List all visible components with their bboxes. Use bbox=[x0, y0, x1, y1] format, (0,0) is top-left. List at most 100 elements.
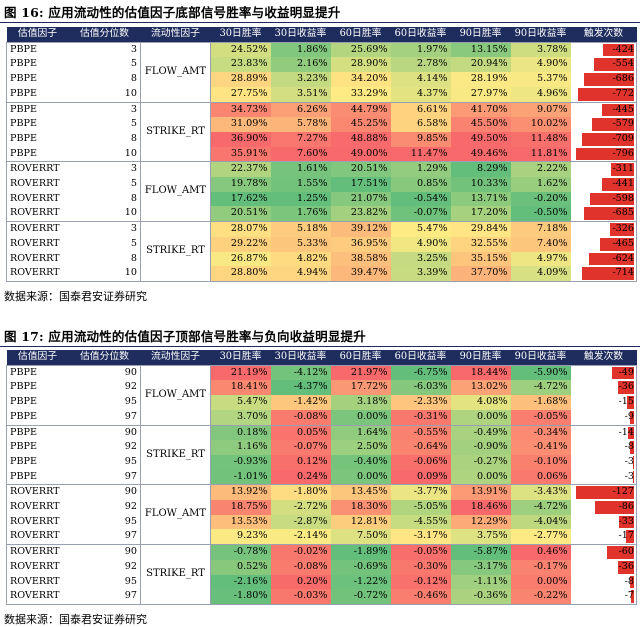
metric-cell: 23.83% bbox=[210, 57, 271, 73]
column-header: 60日收益率 bbox=[390, 27, 451, 43]
percentile-cell: 8 bbox=[68, 191, 141, 207]
liquidity-factor-cell: FLOW_AMT bbox=[140, 41, 211, 103]
metric-cell: 44.79% bbox=[330, 101, 391, 118]
table-row: ROVERRT 92 0.52% -0.08% -0.69% -0.30% -3.17% -0… bbox=[6, 559, 637, 575]
percentile-cell: 92 bbox=[68, 440, 141, 455]
metric-cell: -1.01% bbox=[210, 469, 271, 485]
metric-cell: 37.70% bbox=[450, 266, 511, 282]
column-header: 流动性因子 bbox=[140, 27, 211, 43]
trigger-count-bar bbox=[591, 118, 634, 131]
table-row: ROVERRT 10 20.51% 1.76% 23.82% -0.07% 17.20% -0… bbox=[6, 206, 637, 222]
table-row: PBPE 3 FLOW_AMT 24.52% 1.86% 25.69% 1.97% 13.15… bbox=[6, 41, 637, 103]
column-header: 30日胜率 bbox=[210, 350, 271, 366]
metric-cell: -0.08% bbox=[270, 559, 331, 575]
metric-cell: 29.22% bbox=[210, 236, 271, 252]
metric-cell: 33.29% bbox=[330, 86, 391, 103]
table-row: PBPE 3 STRIKE_RT 34.73% 6.26% 44.79% 6.61% 41.7… bbox=[6, 101, 637, 162]
table-row: PBPE 95 5.47% -1.42% 3.18% -2.33% 4.08% -1.68% -… bbox=[6, 395, 637, 410]
column-header: 90日收益率 bbox=[510, 350, 571, 366]
percentile-cell: 8 bbox=[68, 251, 141, 267]
trigger-count-value: -127 bbox=[612, 486, 634, 498]
metric-cell: -0.41% bbox=[510, 440, 571, 455]
metric-cell: -0.90% bbox=[450, 440, 511, 455]
metric-cell: 18.46% bbox=[450, 500, 511, 515]
metric-cell: -0.49% bbox=[450, 424, 511, 441]
column-header: 流动性因子 bbox=[140, 350, 211, 366]
valuation-factor-cell: ROVERRT bbox=[6, 529, 69, 545]
metric-cell: -0.54% bbox=[390, 191, 451, 207]
header-row: 估值因子 估值分位数 流动性因子 30日胜率 30日收益率 60日胜率 60日收益率 90日胜… bbox=[6, 350, 637, 366]
metric-cell: 28.80% bbox=[210, 266, 271, 282]
table-row: PBPE 92 1.16% -0.07% 2.50% -0.64% -0.90% -0.41%… bbox=[6, 440, 637, 455]
percentile-cell: 90 bbox=[68, 424, 141, 441]
metric-cell: 13.15% bbox=[450, 41, 511, 58]
percentile-cell: 10 bbox=[68, 266, 141, 282]
figure-16-table-wrap: 估值因子 估值分位数 流动性因子 30日胜率 30日收益率 60日胜率 60日收益率 90日胜… bbox=[6, 27, 637, 282]
metric-cell: -0.64% bbox=[390, 440, 451, 455]
percentile-cell: 92 bbox=[68, 559, 141, 575]
trigger-count-cell: -3 bbox=[570, 454, 637, 470]
table-row: ROVERRT 5 29.22% 5.33% 36.95% 4.90% 32.55% 7.40… bbox=[6, 236, 637, 252]
valuation-factor-cell: PBPE bbox=[6, 72, 69, 87]
metric-cell: 45.25% bbox=[330, 117, 391, 132]
metric-cell: 41.70% bbox=[450, 101, 511, 118]
metric-cell: 27.97% bbox=[450, 86, 511, 103]
metric-cell: -4.37% bbox=[270, 380, 331, 396]
percentile-cell: 5 bbox=[68, 177, 141, 192]
column-header: 60日胜率 bbox=[330, 350, 391, 366]
metric-cell: 2.78% bbox=[390, 57, 451, 73]
metric-cell: 4.96% bbox=[510, 86, 571, 103]
trigger-count-cell: -60 bbox=[570, 544, 637, 560]
metric-cell: 34.73% bbox=[210, 101, 271, 118]
percentile-cell: 3 bbox=[68, 221, 141, 237]
metric-cell: 7.40% bbox=[510, 236, 571, 252]
trigger-count-value: -311 bbox=[612, 163, 634, 175]
metric-cell: 9.85% bbox=[390, 131, 451, 147]
metric-cell: -0.72% bbox=[330, 589, 391, 605]
metric-cell: -0.55% bbox=[390, 424, 451, 441]
metric-cell: -5.87% bbox=[450, 544, 511, 560]
metric-cell: 31.09% bbox=[210, 117, 271, 132]
metric-cell: -0.69% bbox=[330, 559, 391, 575]
metric-cell: -0.05% bbox=[390, 544, 451, 560]
trigger-count-bar bbox=[617, 381, 634, 395]
metric-cell: 1.16% bbox=[210, 440, 271, 455]
valuation-factor-cell: PBPE bbox=[6, 424, 69, 441]
metric-cell: 10.02% bbox=[510, 117, 571, 132]
metric-cell: 13.53% bbox=[210, 514, 271, 530]
liquidity-factor-cell: FLOW_AMT bbox=[140, 484, 211, 545]
trigger-count-value: -709 bbox=[612, 132, 634, 144]
column-header: 估值分位数 bbox=[68, 350, 141, 366]
trigger-count-value: -624 bbox=[612, 252, 634, 264]
trigger-count-bar bbox=[582, 132, 634, 146]
trigger-count-bar bbox=[627, 396, 634, 409]
metric-cell: 3.78% bbox=[510, 41, 571, 58]
trigger-count-cell: -127 bbox=[570, 484, 637, 501]
column-header: 60日收益率 bbox=[390, 350, 451, 366]
trigger-count-bar bbox=[600, 237, 634, 251]
metric-cell: -2.77% bbox=[510, 529, 571, 545]
trigger-count-bar bbox=[590, 192, 634, 206]
trigger-count-cell: -772 bbox=[570, 86, 637, 103]
valuation-factor-cell: ROVERRT bbox=[6, 191, 69, 207]
trigger-count-cell: -17 bbox=[570, 529, 637, 545]
metric-cell: -3.43% bbox=[510, 484, 571, 501]
metric-cell: -0.34% bbox=[510, 424, 571, 441]
metric-cell: -5.90% bbox=[510, 364, 571, 381]
metric-cell: -4.55% bbox=[390, 514, 451, 530]
metric-cell: -0.31% bbox=[390, 409, 451, 426]
metric-cell: 17.62% bbox=[210, 191, 271, 207]
metric-cell: -0.22% bbox=[510, 589, 571, 605]
trigger-count-value: -465 bbox=[612, 237, 634, 249]
metric-cell: 36.90% bbox=[210, 131, 271, 147]
trigger-count-bar bbox=[581, 267, 634, 280]
trigger-count-bar bbox=[584, 207, 634, 221]
metric-cell: -3.17% bbox=[450, 559, 511, 575]
percentile-cell: 3 bbox=[68, 41, 141, 58]
metric-cell: -0.06% bbox=[390, 454, 451, 470]
metric-cell: 18.30% bbox=[330, 500, 391, 515]
metric-cell: 36.95% bbox=[330, 236, 391, 252]
valuation-factor-cell: ROVERRT bbox=[6, 177, 69, 192]
valuation-factor-cell: ROVERRT bbox=[6, 544, 69, 560]
metric-cell: 4.94% bbox=[270, 266, 331, 282]
